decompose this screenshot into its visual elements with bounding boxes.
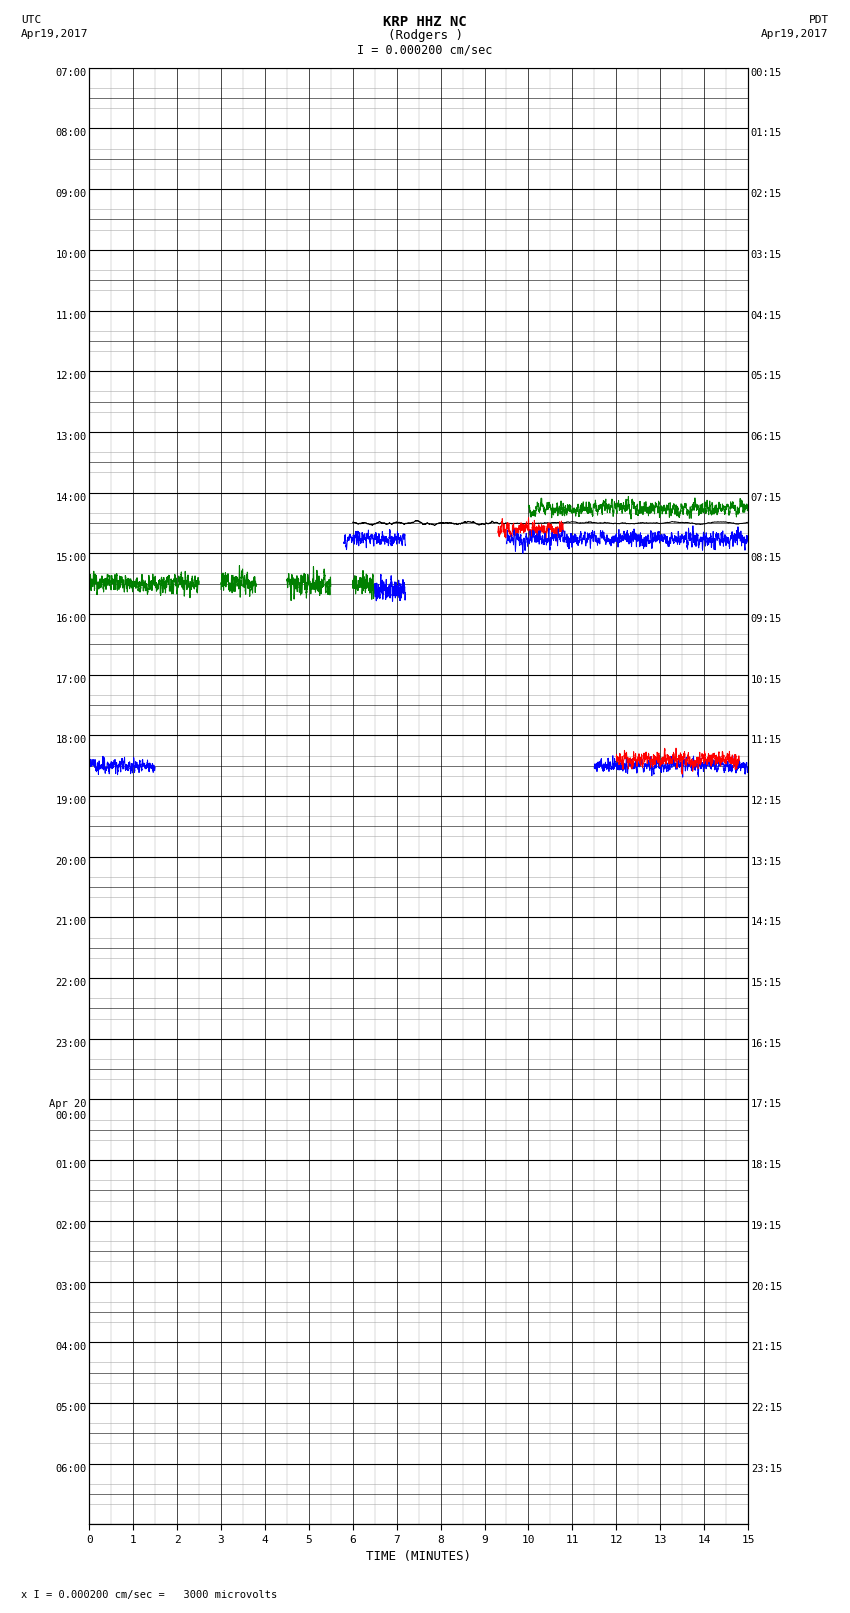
Text: Apr19,2017: Apr19,2017 bbox=[762, 29, 829, 39]
X-axis label: TIME (MINUTES): TIME (MINUTES) bbox=[366, 1550, 471, 1563]
Text: Apr19,2017: Apr19,2017 bbox=[21, 29, 88, 39]
Text: UTC: UTC bbox=[21, 15, 42, 24]
Text: (Rodgers ): (Rodgers ) bbox=[388, 29, 462, 42]
Text: I = 0.000200 cm/sec: I = 0.000200 cm/sec bbox=[357, 44, 493, 56]
Text: PDT: PDT bbox=[808, 15, 829, 24]
Text: x I = 0.000200 cm/sec =   3000 microvolts: x I = 0.000200 cm/sec = 3000 microvolts bbox=[21, 1590, 277, 1600]
Text: KRP HHZ NC: KRP HHZ NC bbox=[383, 15, 467, 29]
